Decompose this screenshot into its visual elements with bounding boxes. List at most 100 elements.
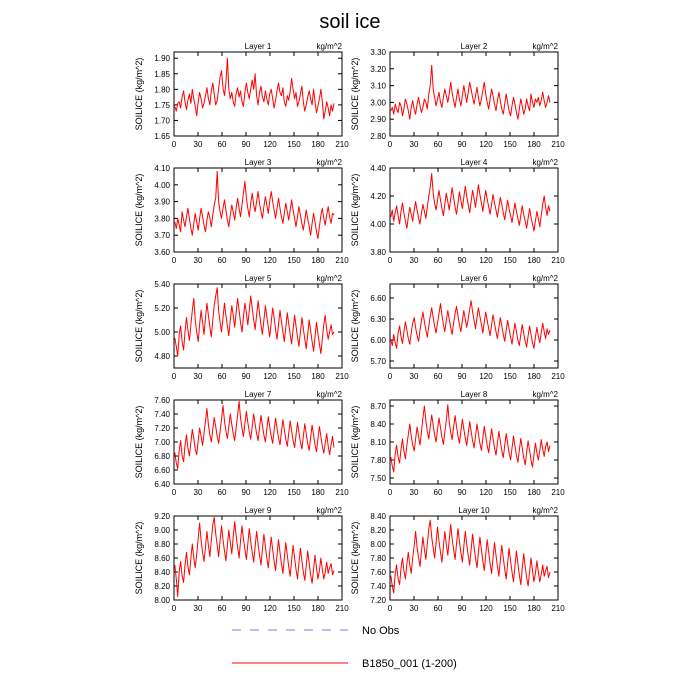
x-tick-label: 60 (218, 488, 227, 497)
x-tick-label: 210 (335, 140, 349, 149)
y-tick-label: 8.10 (370, 438, 386, 447)
plot-frame (389, 167, 559, 253)
y-tick-label: 6.80 (154, 452, 170, 461)
y-tick-label: 1.65 (154, 132, 170, 141)
panel-title: Layer 6 (461, 274, 488, 283)
x-tick-label: 0 (172, 372, 177, 381)
x-tick-label: 30 (194, 488, 203, 497)
x-tick-label: 210 (335, 256, 349, 265)
series-line (390, 404, 551, 473)
y-tick-label: 5.00 (154, 328, 170, 337)
x-tick-label: 180 (527, 488, 541, 497)
legend-label-no-obs: No Obs (362, 625, 400, 637)
x-tick-label: 0 (172, 604, 177, 613)
y-tick-label: 7.50 (370, 474, 386, 483)
x-tick-label: 120 (479, 372, 493, 381)
legend: No Obs B1850_001 (1-200) (232, 625, 457, 670)
x-tick-label: 0 (172, 488, 177, 497)
x-tick-label: 0 (172, 256, 177, 265)
x-tick-label: 30 (410, 140, 419, 149)
panel-layer-7: 0 30 60 90 120 150 180 210 6.40 6.60 6.80 7.00 7.20 7… (134, 390, 349, 497)
x-tick-label: 180 (311, 604, 325, 613)
panel-layer-3: 0 30 60 90 120 150 180 210 3.60 3.70 3.80 3.90 4.00 4… (134, 158, 349, 265)
y-tick-label: 7.40 (370, 582, 386, 591)
x-tick-label: 60 (434, 372, 443, 381)
x-tick-label: 60 (434, 604, 443, 613)
panel-layer-1: 0 30 60 90 120 150 180 210 1.65 1.70 1.75 1.80 1.85 1… (134, 42, 349, 149)
x-tick-label: 30 (194, 140, 203, 149)
y-axis-label: SOILICE (kg/m^2) (134, 406, 144, 479)
y-tick-label: 8.40 (370, 420, 386, 429)
plot-frame (173, 283, 343, 369)
x-tick-label: 210 (335, 604, 349, 613)
y-tick-label: 5.20 (154, 304, 170, 313)
series-line (174, 57, 335, 120)
y-tick-label: 7.80 (370, 456, 386, 465)
y-tick-label: 3.10 (370, 82, 386, 91)
panel-layer-4: 0 30 60 90 120 150 180 210 3.80 4.00 4.20 4.40 Layer… (350, 158, 565, 265)
panel-title: Layer 7 (245, 390, 272, 399)
x-tick-label: 150 (287, 604, 301, 613)
y-axis-label: SOILICE (kg/m^2) (350, 290, 360, 363)
x-tick-label: 90 (458, 256, 467, 265)
y-axis-label: SOILICE (kg/m^2) (134, 522, 144, 595)
panel-layer-6: 0 30 60 90 120 150 180 210 5.70 6.00 6.30 6.60 Layer… (350, 274, 565, 381)
y-tick-label: 3.20 (370, 65, 386, 74)
series-line (390, 173, 551, 232)
y-tick-label: 6.00 (370, 336, 386, 345)
x-tick-label: 180 (527, 604, 541, 613)
panel-units: kg/m^2 (532, 158, 558, 167)
x-tick-label: 150 (503, 256, 517, 265)
y-tick-label: 4.00 (370, 220, 386, 229)
y-tick-label: 3.30 (370, 48, 386, 57)
y-tick-label: 1.85 (154, 70, 170, 79)
y-tick-label: 8.40 (370, 512, 386, 521)
x-tick-label: 180 (527, 256, 541, 265)
y-tick-label: 8.00 (154, 596, 170, 605)
x-tick-label: 150 (503, 372, 517, 381)
panel-layer-10: 0 30 60 90 120 150 180 210 7.20 7.40 7.60 7.80 8.00 8… (350, 506, 565, 613)
y-tick-label: 8.20 (154, 582, 170, 591)
panel-title: Layer 5 (245, 274, 272, 283)
x-tick-label: 180 (311, 256, 325, 265)
y-tick-label: 2.80 (370, 132, 386, 141)
x-tick-label: 0 (388, 372, 393, 381)
y-tick-label: 9.00 (154, 526, 170, 535)
y-tick-label: 8.20 (370, 526, 386, 535)
series-line (174, 400, 335, 470)
y-tick-label: 6.30 (370, 315, 386, 324)
plot-frame (389, 515, 559, 601)
x-tick-label: 120 (263, 256, 277, 265)
y-tick-label: 7.40 (154, 410, 170, 419)
x-tick-label: 150 (287, 488, 301, 497)
panel-title: Layer 9 (245, 506, 272, 515)
x-tick-label: 30 (410, 256, 419, 265)
y-tick-label: 5.40 (154, 280, 170, 289)
x-tick-label: 210 (551, 256, 565, 265)
x-tick-label: 120 (479, 140, 493, 149)
y-axis-label: SOILICE (kg/m^2) (350, 522, 360, 595)
y-tick-label: 8.80 (154, 540, 170, 549)
x-tick-label: 90 (242, 256, 251, 265)
y-tick-label: 6.60 (154, 466, 170, 475)
y-tick-label: 1.75 (154, 101, 170, 110)
panel-layer-5: 0 30 60 90 120 150 180 210 4.80 5.00 5.20 5.40 Layer… (134, 274, 349, 381)
x-tick-label: 60 (218, 140, 227, 149)
x-tick-label: 120 (479, 488, 493, 497)
x-tick-label: 180 (527, 372, 541, 381)
x-tick-label: 30 (410, 604, 419, 613)
y-tick-label: 7.20 (370, 596, 386, 605)
x-tick-label: 210 (335, 488, 349, 497)
x-tick-label: 30 (194, 604, 203, 613)
x-tick-label: 150 (287, 372, 301, 381)
x-tick-label: 120 (263, 604, 277, 613)
legend-label-b1850: B1850_001 (1-200) (362, 658, 457, 670)
panel-title: Layer 4 (461, 158, 488, 167)
x-tick-label: 210 (551, 140, 565, 149)
x-tick-label: 90 (458, 604, 467, 613)
y-tick-label: 1.80 (154, 85, 170, 94)
x-tick-label: 60 (434, 488, 443, 497)
panel-units: kg/m^2 (316, 42, 342, 51)
panel-title: Layer 2 (461, 42, 488, 51)
y-tick-label: 7.80 (370, 554, 386, 563)
